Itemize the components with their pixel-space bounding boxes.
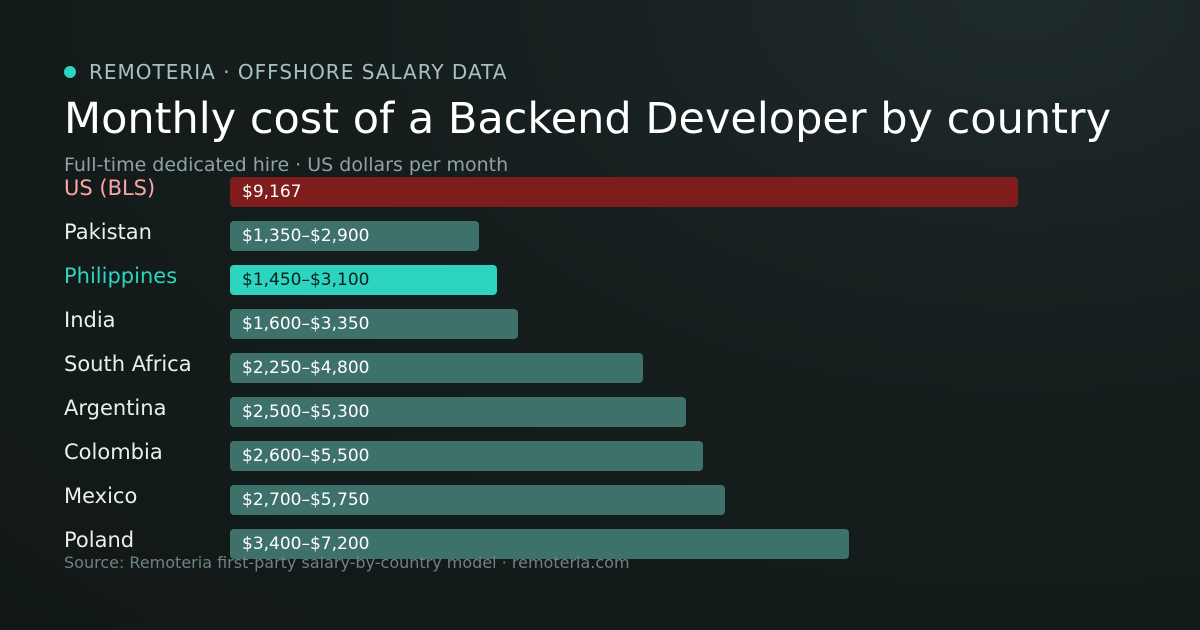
bar-value-label-india: $1,600–$3,350 xyxy=(242,314,370,334)
country-label-us-bls: US (BLS) xyxy=(64,176,156,200)
bar-value-label-argentina: $2,500–$5,300 xyxy=(242,402,370,422)
bar-argentina: $2,500–$5,300 xyxy=(230,397,686,427)
country-label-colombia: Colombia xyxy=(64,440,163,464)
chart-subtitle: Full-time dedicated hire · US dollars pe… xyxy=(64,154,509,176)
bar-value-label-colombia: $2,600–$5,500 xyxy=(242,446,370,466)
country-label-south-africa: South Africa xyxy=(64,352,192,376)
country-label-mexico: Mexico xyxy=(64,484,138,508)
country-label-poland: Poland xyxy=(64,528,135,552)
chart-title: Monthly cost of a Backend Developer by c… xyxy=(64,94,1112,144)
bar-pakistan: $1,350–$2,900 xyxy=(230,221,480,251)
country-label-argentina: Argentina xyxy=(64,396,167,420)
brand-dot-icon xyxy=(64,66,76,78)
country-label-india: India xyxy=(64,308,116,332)
brand-text: REMOTERIA · OFFSHORE SALARY DATA xyxy=(89,60,508,84)
brand-line: REMOTERIA · OFFSHORE SALARY DATA xyxy=(64,60,507,84)
country-label-pakistan: Pakistan xyxy=(64,220,152,244)
bar-value-label-us-bls: $9,167 xyxy=(242,182,302,202)
bar-value-label-pakistan: $1,350–$2,900 xyxy=(242,226,370,246)
bar-india: $1,600–$3,350 xyxy=(230,309,519,339)
bar-south-africa: $2,250–$4,800 xyxy=(230,353,643,383)
source-note: Source: Remoteria first-party salary-by-… xyxy=(64,553,630,572)
bar-mexico: $2,700–$5,750 xyxy=(230,485,725,515)
bar-value-label-mexico: $2,700–$5,750 xyxy=(242,490,370,510)
bar-value-label-poland: $3,400–$7,200 xyxy=(242,534,370,554)
bar-value-label-south-africa: $2,250–$4,800 xyxy=(242,358,370,378)
bar-philippines: $1,450–$3,100 xyxy=(230,265,497,295)
country-label-philippines: Philippines xyxy=(64,264,178,288)
bar-poland: $3,400–$7,200 xyxy=(230,529,850,559)
bar-colombia: $2,600–$5,500 xyxy=(230,441,703,471)
bar-us-bls: $9,167 xyxy=(230,177,1019,207)
bar-value-label-philippines: $1,450–$3,100 xyxy=(242,270,370,290)
